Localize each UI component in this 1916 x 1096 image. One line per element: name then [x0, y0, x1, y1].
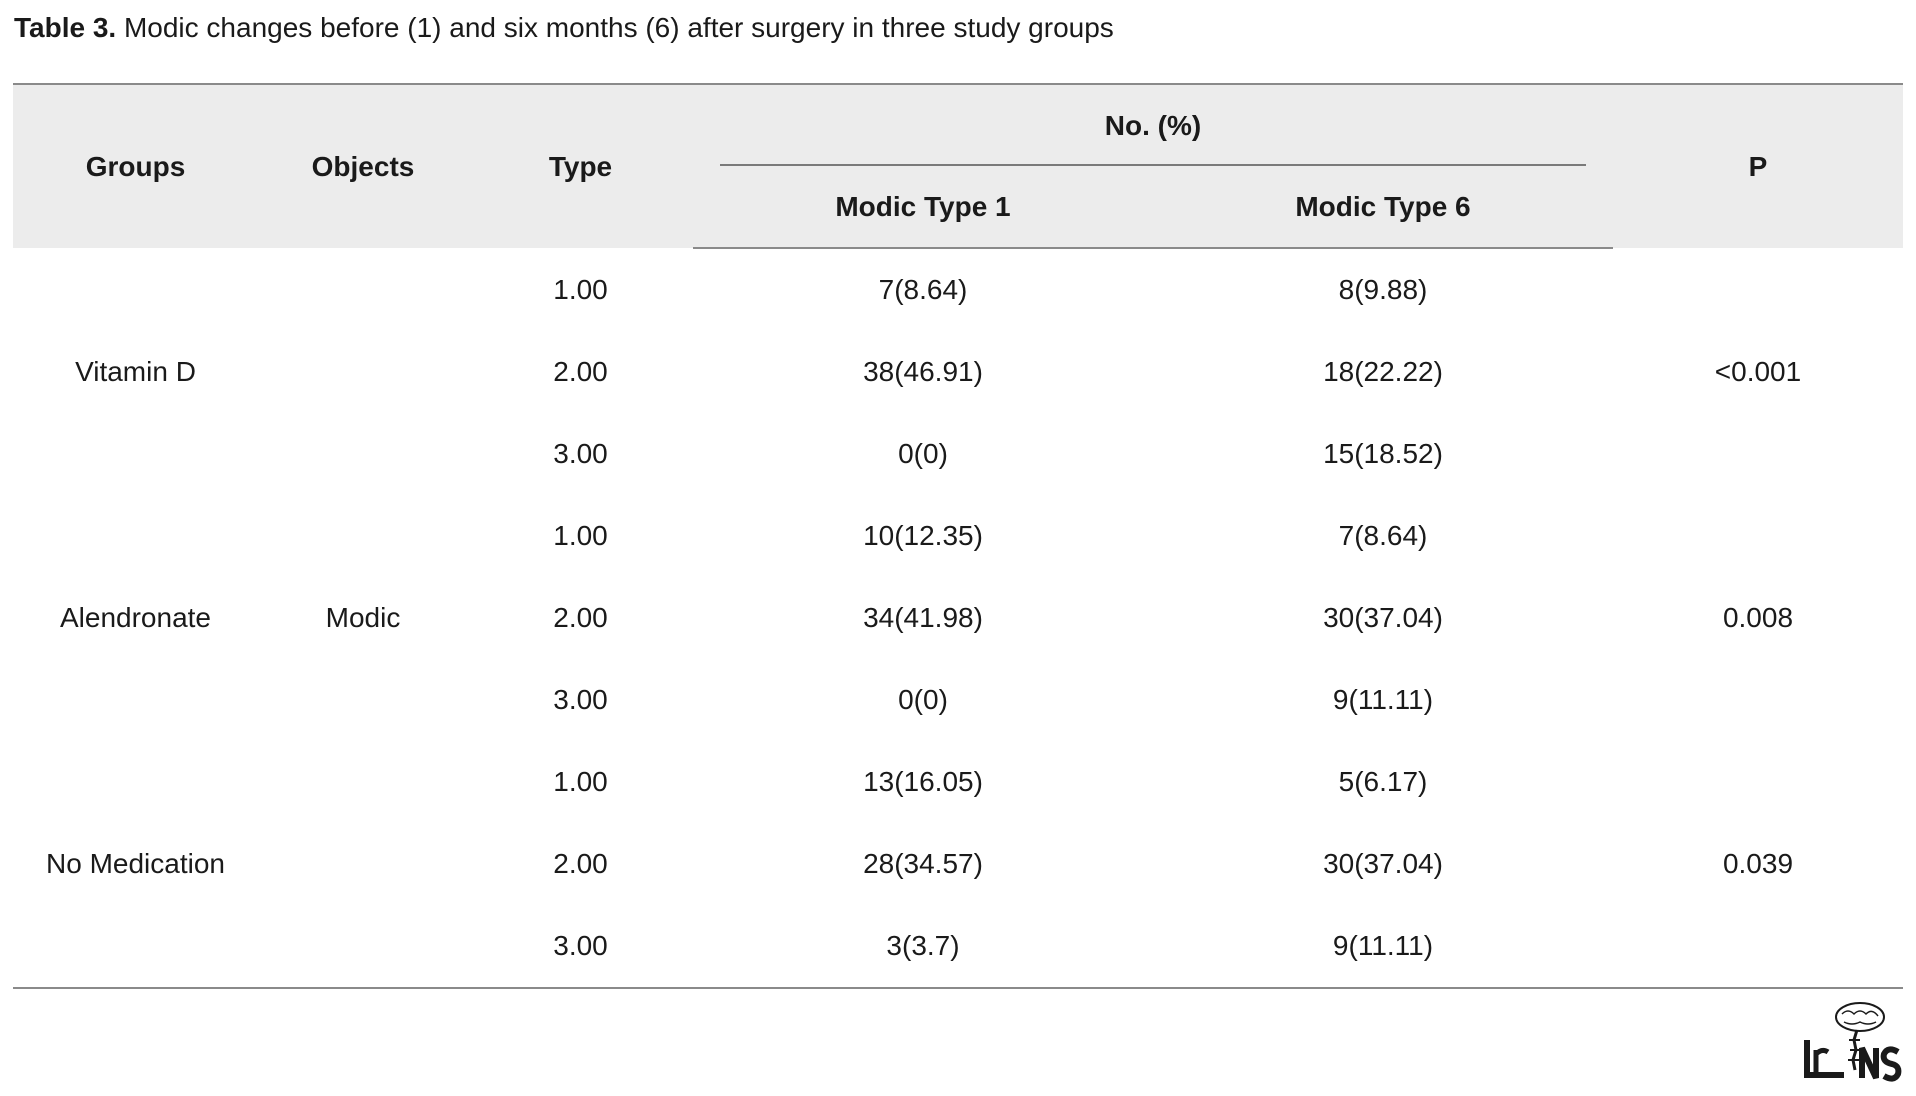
modic-type-6-cell: 30(37.04) [1323, 602, 1443, 633]
header-no-percent-label: No. (%) [1104, 109, 1202, 141]
table-row: 2.00 38(46.91) 18(22.22) [13, 331, 1903, 413]
table-header-row: Groups Objects Type No. (%) P [13, 83, 1903, 248]
table-row: Vitamin D Modic 1.00 7(8.64) 8(9.88) <0.… [13, 248, 1903, 989]
table-subheader-row: Modic Type 1 Modic Type 6 [13, 166, 1903, 249]
table-body: Vitamin D Modic 1.00 7(8.64) 8(9.88) <0.… [13, 248, 1903, 989]
header-type: Type [468, 83, 693, 248]
modic-type-6-cell: 30(37.04) [1323, 848, 1443, 879]
type-cell: 2.00 [553, 602, 608, 633]
table-row: 2.00 28(34.57) 30(37.04) [13, 823, 1903, 905]
header-objects: Objects [258, 83, 468, 248]
type-cell: 2.00 [553, 356, 608, 387]
modic-type-6-cell: 8(9.88) [1338, 274, 1428, 305]
modic-type-6-cell: 7(8.64) [1338, 520, 1428, 551]
modic-type-1-cell: 34(41.98) [863, 602, 983, 633]
modic-type-6-cell: 9(11.11) [1332, 684, 1434, 715]
modic-type-6-cell: 5(6.17) [1338, 766, 1428, 797]
type-cell: 3.00 [553, 684, 608, 715]
modic-type-1-cell: 28(34.57) [863, 848, 983, 879]
journal-logo-graphic [1804, 1002, 1902, 1082]
objects-cell: Modic [258, 248, 468, 989]
modic-type-1-cell: 7(8.64) [878, 274, 968, 305]
type-cell: 2.00 [553, 848, 608, 879]
modic-type-1-cell: 0(0) [898, 438, 948, 469]
modic-type-6-cell: 18(22.22) [1323, 356, 1443, 387]
type-cell: 3.00 [553, 438, 608, 469]
table-caption-label: Table 3. [14, 12, 117, 43]
modic-type-1-cell: 13(16.05) [863, 766, 983, 797]
table-row: 3.00 3(3.7) 9(11.11) [13, 905, 1903, 989]
group-name-cell: Alendronate [59, 602, 211, 633]
type-cell: 1.00 [553, 520, 608, 551]
group-name-cell: No Medication [13, 741, 258, 989]
table-row: 3.00 0(0) 9(11.11) [13, 659, 1903, 741]
modic-type-6-cell: 9(11.11) [1153, 905, 1613, 989]
p-value-cell: 0.039 [1613, 741, 1903, 989]
brain-spine-logo-icon [1802, 1000, 1902, 1082]
type-cell: 3.00 [468, 905, 693, 989]
type-cell: 1.00 [553, 766, 608, 797]
header-groups: Groups [13, 83, 258, 248]
table-header: Groups Objects Type No. (%) P Modic Type… [13, 83, 1903, 249]
table-row: Alendronate 1.00 10(12.35) 7(8.64) 0.008 [13, 495, 1903, 633]
modic-type-1-cell: 0(0) [898, 684, 948, 715]
table-container: Groups Objects Type No. (%) P Modic Type… [13, 83, 1903, 989]
p-value-cell: <0.001 [1714, 355, 1802, 387]
p-value-cell: 0.008 [1722, 602, 1794, 633]
modic-changes-table: Groups Objects Type No. (%) P Modic Type… [13, 83, 1903, 989]
header-p: P [1613, 83, 1903, 248]
header-no-percent: No. (%) [693, 83, 1613, 166]
table-caption-text: Modic changes before (1) and six months … [116, 12, 1114, 43]
modic-type-1-cell: 3(3.7) [693, 905, 1153, 989]
header-modic-type-6: Modic Type 6 [1153, 166, 1613, 249]
table-caption: Table 3. Modic changes before (1) and si… [14, 10, 1114, 46]
header-spanning-rule [720, 164, 1586, 166]
type-cell: 1.00 [553, 273, 608, 305]
header-modic-type-1: Modic Type 1 [693, 166, 1153, 249]
table-row: 2.00 34(41.98) 30(37.04) [13, 577, 1903, 659]
modic-type-1-cell: 10(12.35) [863, 520, 983, 551]
table-row: No Medication 1.00 13(16.05) 5(6.17) 0.0… [13, 741, 1903, 989]
modic-type-1-cell: 38(46.91) [863, 356, 983, 387]
table-row: 3.00 0(0) 15(18.52) [13, 413, 1903, 495]
modic-type-6-cell: 15(18.52) [1323, 438, 1443, 469]
group-name-cell: Vitamin D [75, 355, 196, 387]
